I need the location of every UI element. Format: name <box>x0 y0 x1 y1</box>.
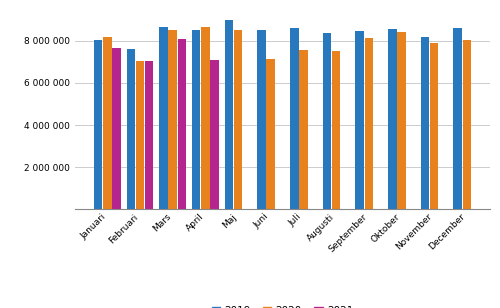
Legend: 2019, 2020, 2021: 2019, 2020, 2021 <box>208 302 358 308</box>
Bar <box>290 28 298 209</box>
Bar <box>126 49 135 209</box>
Bar <box>168 30 177 209</box>
Bar <box>322 34 331 209</box>
Bar <box>266 59 275 209</box>
Bar <box>258 30 266 209</box>
Bar <box>103 37 112 209</box>
Bar <box>421 37 430 209</box>
Bar <box>454 28 462 209</box>
Bar <box>224 20 233 209</box>
Bar <box>388 29 396 209</box>
Bar <box>234 30 242 209</box>
Bar <box>159 27 168 209</box>
Bar <box>364 38 373 209</box>
Bar <box>94 40 102 209</box>
Bar <box>462 40 471 209</box>
Bar <box>112 48 120 209</box>
Bar <box>299 50 308 209</box>
Bar <box>192 30 200 209</box>
Bar <box>178 39 186 209</box>
Bar <box>332 51 340 209</box>
Bar <box>136 61 144 209</box>
Bar <box>397 32 406 209</box>
Bar <box>356 31 364 209</box>
Bar <box>430 43 438 209</box>
Bar <box>201 27 209 209</box>
Bar <box>210 60 219 209</box>
Bar <box>145 61 154 209</box>
